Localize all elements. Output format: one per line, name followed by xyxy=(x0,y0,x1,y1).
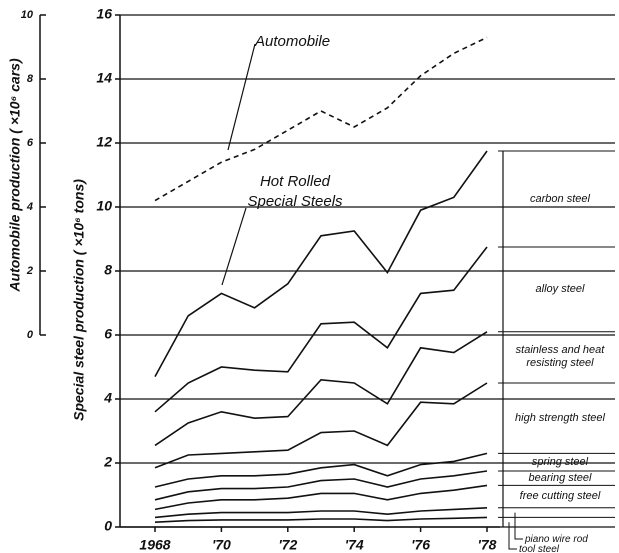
series-line xyxy=(154,484,488,511)
legend-label: spring steel xyxy=(531,455,589,468)
series-line xyxy=(154,331,488,447)
y2-tick-label: 2 xyxy=(26,265,33,277)
y-tick-label: 4 xyxy=(103,390,112,406)
y2-tick-label: 4 xyxy=(26,201,33,213)
y-tick-label: 0 xyxy=(104,518,112,534)
annotation: Hot Rolled Special Steels xyxy=(247,173,343,210)
legend-label: alloy steel xyxy=(535,282,585,295)
y2-tick-label: 10 xyxy=(21,9,34,21)
x-tick-label: '72 xyxy=(278,537,297,553)
y2-axis-label: Automobile production ( ×10⁶ cars) xyxy=(7,58,23,293)
legend-label: high strength steel xyxy=(515,411,605,424)
series-line xyxy=(154,246,488,413)
y-tick-label: 16 xyxy=(96,6,112,22)
series-line xyxy=(154,382,488,469)
x-tick-label: '76 xyxy=(411,537,430,553)
y-tick-label: 12 xyxy=(96,134,112,150)
y2-tick-label: 0 xyxy=(27,329,34,341)
legend-leader xyxy=(508,522,517,550)
y-tick-label: 6 xyxy=(104,326,112,342)
automobile-line xyxy=(154,36,488,202)
legend-label: stainless and heat resisting steel xyxy=(515,344,605,370)
y-tick-label: 8 xyxy=(104,262,112,278)
series-line xyxy=(154,516,488,523)
legend-label: bearing steel xyxy=(528,471,592,484)
y2-tick-label: 6 xyxy=(27,137,34,149)
x-tick-label: 1968 xyxy=(139,537,170,553)
x-tick-label: '70 xyxy=(212,537,231,553)
legend-leader xyxy=(514,512,523,540)
series-line xyxy=(154,452,488,488)
legend-label: piano wire rod xyxy=(525,534,588,545)
annotation-leader xyxy=(227,43,256,151)
legend-label: free cutting steel xyxy=(519,490,601,503)
y2-tick-label: 8 xyxy=(27,73,34,85)
y-tick-label: 2 xyxy=(103,454,112,470)
y-axis-label: Special steel production ( ×10⁶ tons) xyxy=(71,179,87,421)
annotation: Automobile xyxy=(255,33,331,50)
annotation-leader xyxy=(221,207,247,286)
series-line xyxy=(154,470,488,501)
y-tick-label: 10 xyxy=(96,198,112,214)
x-tick-label: '78 xyxy=(478,537,497,553)
legend-label: carbon steel xyxy=(530,192,590,205)
x-tick-label: '74 xyxy=(345,537,364,553)
legend-label: tool steel xyxy=(519,544,560,553)
series-line xyxy=(154,507,488,519)
series-line xyxy=(154,150,488,377)
y-tick-label: 14 xyxy=(96,70,112,86)
